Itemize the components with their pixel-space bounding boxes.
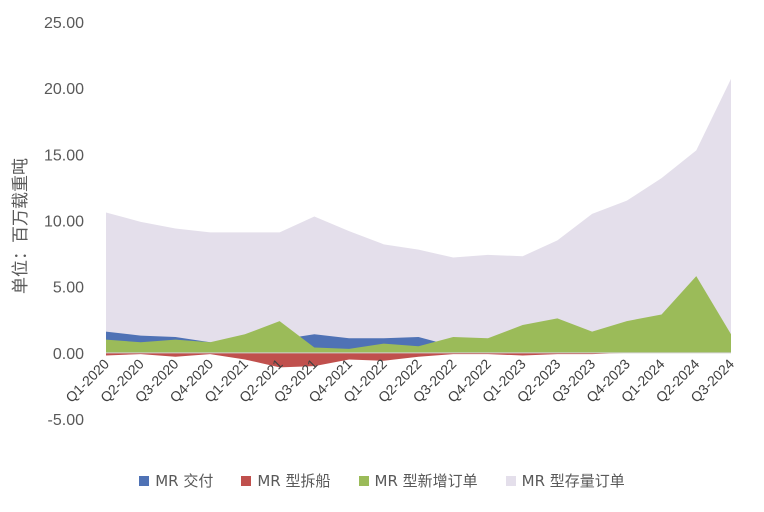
- series-area-0: [106, 78, 731, 353]
- y-axis-ticks: 25.00 20.00 15.00 10.00 5.00 0.00 -5.00: [44, 15, 84, 429]
- series-area-3: [106, 352, 731, 368]
- y-tick-label: 10.00: [44, 214, 84, 231]
- legend-swatch: [241, 475, 252, 486]
- y-tick-label: 25.00: [44, 15, 84, 32]
- legend: MR 交付 MR 型拆船 MR 型新增订单 MR 型存量订单: [0, 470, 764, 491]
- legend-label: MR 型拆船: [257, 472, 331, 490]
- series-area-2: [106, 276, 731, 353]
- y-tick-label: 5.00: [53, 280, 84, 297]
- y-axis-label: 单位：百万载重吨: [11, 158, 31, 294]
- x-axis-ticks: Q1-2020Q2-2020Q3-2020Q4-2020Q1-2021Q2-20…: [62, 355, 737, 405]
- legend-swatch: [139, 475, 150, 486]
- y-tick-label: -5.00: [48, 412, 85, 429]
- y-tick-label: 0.00: [53, 346, 84, 363]
- legend-item-orderbook: MR 型存量订单: [505, 470, 625, 491]
- y-tick-label: 20.00: [44, 81, 84, 98]
- legend-label: MR 型新增订单: [374, 472, 478, 490]
- legend-label: MR 型存量订单: [521, 472, 625, 490]
- series-areas: [106, 78, 731, 368]
- legend-item-scrapping: MR 型拆船: [241, 470, 331, 491]
- legend-item-delivery: MR 交付: [139, 470, 213, 491]
- y-tick-label: 15.00: [44, 147, 84, 164]
- legend-label: MR 交付: [155, 472, 214, 490]
- legend-swatch: [505, 475, 516, 486]
- legend-item-new-orders: MR 型新增订单: [358, 470, 478, 491]
- legend-swatch: [358, 475, 369, 486]
